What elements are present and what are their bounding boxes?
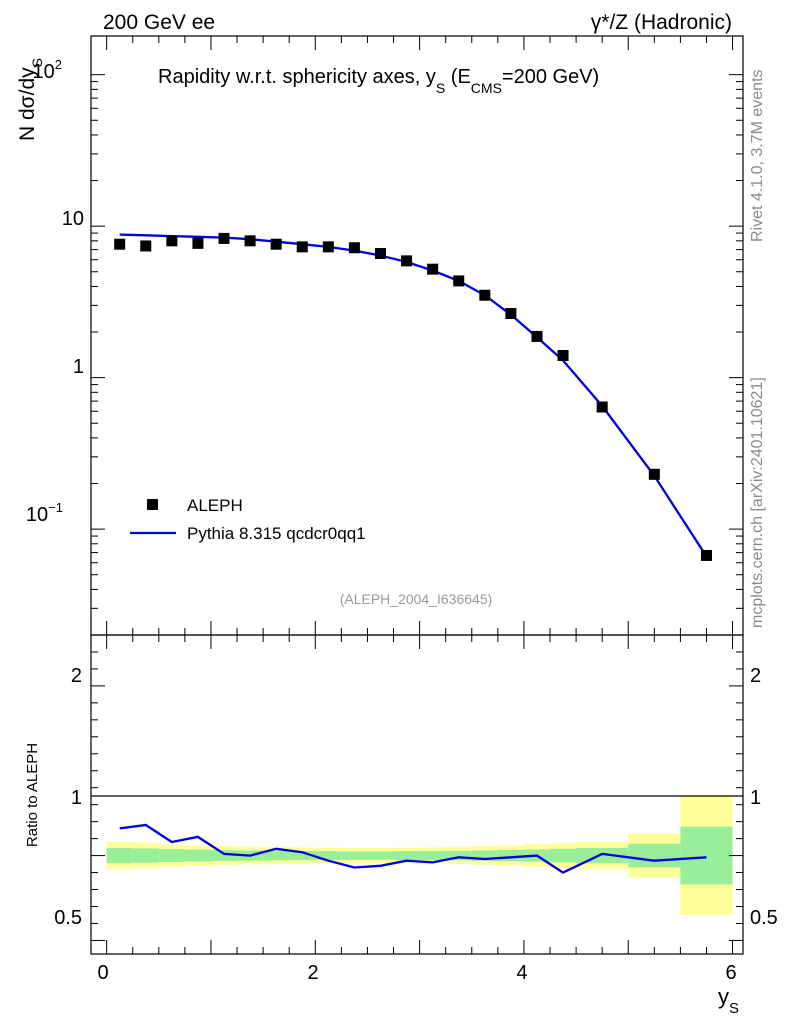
band-stat-uncertainty <box>628 843 681 868</box>
band-stat-uncertainty <box>158 849 185 863</box>
main-title: Rapidity w.r.t. sphericity axes, yS (ECM… <box>158 66 599 96</box>
band-stat-uncertainty <box>289 851 316 861</box>
header-left: 200 GeV ee <box>103 11 215 34</box>
aleph-point <box>166 235 178 247</box>
xlabel-sub: S <box>729 1000 739 1017</box>
band-stat-uncertainty <box>184 849 211 862</box>
xtick-label-2: 2 <box>307 962 318 984</box>
band-stat-uncertainty <box>393 851 420 860</box>
band-stat-uncertainty <box>106 847 133 864</box>
ratio-ytick-0.5-right: 0.5 <box>750 907 778 929</box>
legend-marker-aleph <box>147 499 158 510</box>
aleph-point <box>244 235 256 247</box>
ytick-label-100: 102 <box>33 57 62 83</box>
xtick-label-0: 0 <box>97 962 108 984</box>
ratio-line <box>119 823 707 874</box>
analysis-watermark: (ALEPH_2004_I636645) <box>340 591 493 607</box>
aleph-point <box>322 241 334 253</box>
aleph-point <box>596 401 608 413</box>
band-stat-uncertainty <box>367 851 394 860</box>
aleph-point <box>700 549 712 561</box>
main-title-sub-s: S <box>436 80 445 96</box>
legend-label-aleph: ALEPH <box>187 496 243 515</box>
band-stat-uncertainty <box>680 826 733 885</box>
main-axis-ticks <box>91 36 743 636</box>
aleph-point <box>401 255 413 267</box>
band-stat-uncertainty <box>471 850 498 861</box>
band-stat-uncertainty <box>445 850 472 861</box>
mcplots-source-label: mcplots.cern.ch [arXiv:2401.10621] <box>749 377 766 628</box>
rivet-version-label: Rivet 4.1.0, 3.7M events <box>749 69 766 242</box>
main-panel: Rapidity w.r.t. sphericity axes, yS (ECM… <box>16 35 744 636</box>
aleph-point <box>348 242 360 254</box>
main-title-sub-cms: CMS <box>471 80 502 96</box>
ratio-frame <box>90 634 744 955</box>
xtick-label-6: 6 <box>725 962 736 984</box>
header-right: γ*/Z (Hadronic) <box>591 11 732 34</box>
xtick-label-4: 4 <box>516 962 527 984</box>
aleph-point <box>479 289 491 301</box>
band-stat-uncertainty <box>315 851 342 860</box>
aleph-point <box>427 263 439 275</box>
aleph-point <box>374 247 386 259</box>
aleph-point <box>218 232 230 244</box>
main-title-close: =200 GeV) <box>502 66 599 88</box>
aleph-point <box>453 275 465 287</box>
main-frame <box>90 35 744 636</box>
legend-label-pythia: Pythia 8.315 qcdcr0qq1 <box>187 524 366 543</box>
xlabel-main: y <box>718 984 729 1009</box>
main-title-text: Rapidity w.r.t. sphericity axes, y <box>158 66 436 88</box>
main-ylabel-sub: S <box>29 58 45 67</box>
aleph-point <box>270 238 282 250</box>
ytick-label-0.1: 10−1 <box>26 500 63 526</box>
main-ylabel: N dσ/dyS <box>16 58 45 141</box>
ratio-ylabel: Ratio to ALEPH <box>24 743 41 847</box>
ratio-ytick-1-left: 1 <box>71 787 82 809</box>
ytick-0.1-exp: −1 <box>48 500 63 515</box>
ytick-label-1: 1 <box>73 356 84 378</box>
band-stat-uncertainty <box>210 850 238 862</box>
aleph-point <box>648 468 660 480</box>
aleph-point <box>114 238 126 250</box>
aleph-point <box>296 241 308 253</box>
band-stat-uncertainty <box>341 851 368 860</box>
band-stat-uncertainty <box>132 848 159 863</box>
main-ylabel-text: N dσ/dy <box>16 67 39 141</box>
ytick-100-base: 10 <box>33 61 55 83</box>
main-title-open: (E <box>445 66 471 88</box>
band-stat-uncertainty <box>497 849 524 862</box>
ratio-panel: Ratio to ALEPH 2 1 0.5 2 1 0.5 0 2 4 6 y… <box>24 634 778 1017</box>
uncertainty-bands <box>106 796 733 915</box>
aleph-point <box>505 308 517 320</box>
band-stat-uncertainty <box>263 850 290 861</box>
ratio-ytick-2-right: 2 <box>750 665 761 687</box>
ratio-axis-ticks <box>91 635 743 954</box>
band-stat-uncertainty <box>419 851 446 861</box>
ytick-label-10: 10 <box>62 208 84 230</box>
ratio-ytick-2-left: 2 <box>71 665 82 687</box>
aleph-points <box>114 232 712 561</box>
aleph-point <box>192 237 204 249</box>
ytick-0.1-base: 10 <box>26 504 48 526</box>
aleph-point <box>557 349 569 361</box>
xlabel: yS <box>718 984 739 1017</box>
ytick-100-exp: 2 <box>55 57 62 72</box>
ratio-ytick-1-right: 1 <box>750 787 761 809</box>
aleph-point <box>140 240 152 252</box>
ratio-ytick-0.5-left: 0.5 <box>54 907 82 929</box>
aleph-point <box>531 330 543 342</box>
band-stat-uncertainty <box>550 848 577 863</box>
